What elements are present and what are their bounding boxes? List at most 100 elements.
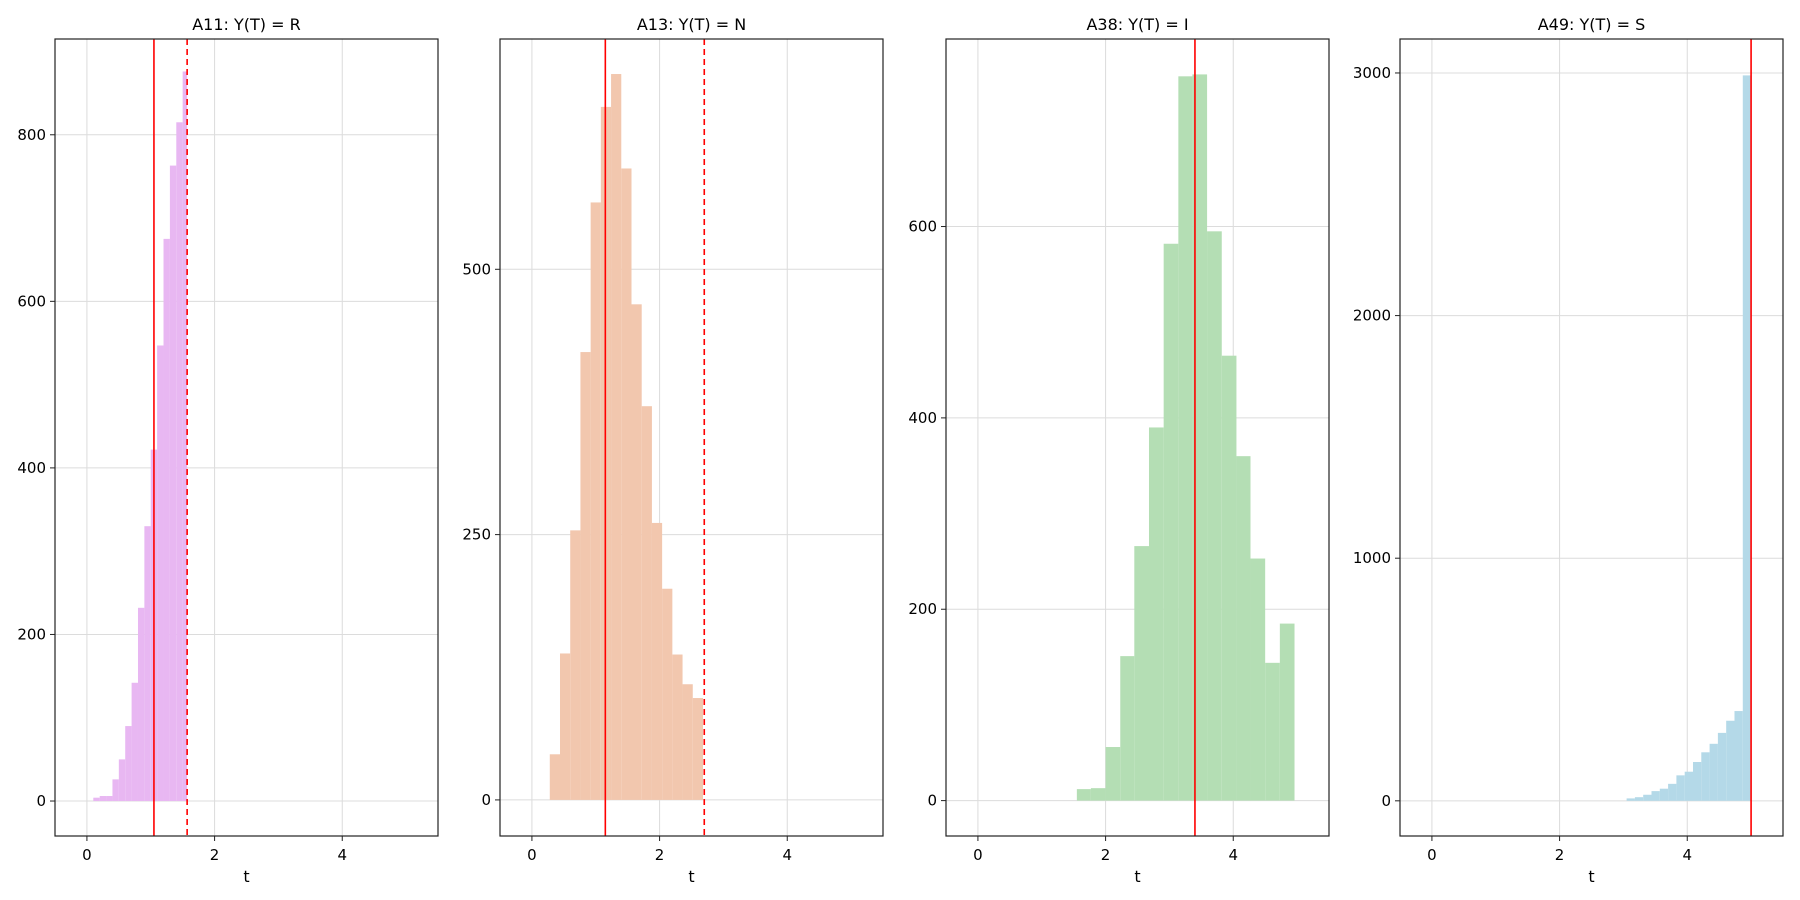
histogram-bar: [1734, 711, 1743, 801]
x-tick-label: 0: [973, 846, 983, 864]
histogram-bar: [106, 796, 113, 802]
axes-frame: [945, 38, 1330, 837]
histogram-bar: [549, 754, 561, 800]
x-tick-label: 2: [1101, 846, 1111, 864]
x-axis-label: t: [688, 867, 694, 886]
histogram-bar: [169, 165, 177, 802]
histogram-bar: [157, 345, 164, 802]
panel-2: 0 2 4 0 250 500 A13: Y(T) = N t: [462, 15, 884, 886]
histogram-bar: [1651, 791, 1660, 801]
histogram-bar: [1626, 798, 1635, 801]
histogram-bar: [137, 607, 145, 802]
y-tick-label: 600: [908, 218, 937, 236]
histogram-bar: [1236, 456, 1251, 801]
histogram-bar: [1178, 76, 1193, 801]
histogram-bar: [1709, 743, 1718, 801]
histogram-bar: [1192, 74, 1208, 801]
histogram-bar: [1742, 75, 1752, 801]
histogram-bar: [590, 202, 601, 800]
x-tick-label: 4: [782, 846, 792, 864]
histogram-bar: [1717, 732, 1727, 801]
histogram-bar: [1221, 355, 1237, 801]
x-axis-label: t: [1588, 867, 1594, 886]
axes-frame: [54, 38, 439, 837]
histogram-bar: [1643, 794, 1652, 801]
y-tick-label: 250: [462, 526, 491, 544]
panel-4: 0 2 4 0 1000 2000 3000 A49: Y(T) = S t: [1353, 15, 1784, 886]
y-tick-label: 2000: [1353, 307, 1391, 325]
histogram-bar: [1726, 720, 1735, 801]
axes-frame: [1399, 38, 1784, 837]
y-tick-label: 200: [17, 625, 46, 643]
y-tick-label: 800: [17, 126, 46, 144]
histogram-bar: [1279, 623, 1295, 801]
histogram-bar: [125, 726, 132, 802]
histogram-bar: [144, 526, 151, 802]
histogram-bar: [641, 406, 652, 800]
histogram-bar: [1163, 243, 1179, 801]
histogram-bar: [1120, 656, 1135, 801]
histogram-bar: [631, 304, 642, 800]
histogram-bar: [1701, 752, 1710, 801]
panel-title: A13: Y(T) = N: [637, 15, 746, 34]
axes-frame: [499, 38, 884, 837]
histogram-bar: [1134, 546, 1149, 801]
histogram-bar: [1684, 771, 1693, 801]
y-tick-label: 3000: [1353, 64, 1391, 82]
histogram-bar: [1076, 789, 1091, 801]
panel-title: A49: Y(T) = S: [1538, 15, 1646, 34]
histogram-bar: [1090, 788, 1106, 801]
y-tick-label: 0: [36, 792, 46, 810]
histogram-bar: [682, 684, 693, 800]
x-tick-label: 0: [1427, 846, 1437, 864]
histogram-bar: [570, 530, 581, 800]
histogram-bar: [611, 74, 622, 800]
panel-title: A38: Y(T) = I: [1086, 15, 1188, 34]
histogram-bar: [99, 796, 107, 802]
x-tick-label: 2: [1555, 846, 1565, 864]
histogram-bar: [1692, 762, 1702, 801]
x-axis-label: t: [243, 867, 249, 886]
x-tick-label: 2: [210, 846, 220, 864]
y-tick-label: 400: [908, 409, 937, 427]
histogram-bar: [560, 653, 571, 800]
x-tick-label: 4: [337, 846, 347, 864]
panel-title: A11: Y(T) = R: [192, 15, 301, 34]
x-axis-label: t: [1134, 867, 1140, 886]
y-tick-label: 400: [17, 459, 46, 477]
x-tick-label: 0: [527, 846, 537, 864]
histogram-bar: [692, 698, 703, 800]
y-tick-label: 0: [927, 792, 937, 810]
histogram-bar: [580, 352, 591, 800]
panel-3: 0 2 4 0 200 400 600 A38: Y(T) = I t: [908, 15, 1330, 886]
histogram-bar: [1634, 797, 1644, 801]
histogram-bar: [662, 588, 673, 800]
x-tick-label: 0: [82, 846, 92, 864]
y-tick-label: 0: [1381, 792, 1391, 810]
histogram-bar: [112, 779, 119, 802]
histogram-bar: [1676, 775, 1685, 801]
histogram-bar: [93, 797, 100, 802]
x-tick-label: 2: [655, 846, 665, 864]
histogram-bar: [1668, 783, 1677, 801]
histogram-bar: [1207, 231, 1222, 801]
histogram-bar: [672, 654, 683, 800]
histogram-bar: [1250, 558, 1266, 801]
histogram-bar: [621, 168, 632, 800]
histogram-bar: [176, 122, 183, 802]
y-tick-label: 1000: [1353, 549, 1391, 567]
x-tick-label: 4: [1682, 846, 1692, 864]
histogram-bar: [1148, 427, 1164, 801]
histogram-bar: [1105, 747, 1121, 801]
panel-1: 0 2 4 0 200 400 600 800 A11: Y(T) = R t: [17, 15, 439, 886]
histogram-bar: [651, 522, 663, 800]
y-tick-label: 500: [462, 260, 491, 278]
y-tick-label: 0: [481, 791, 491, 809]
histogram-bar: [182, 71, 188, 802]
histogram-bar: [163, 238, 170, 802]
histogram-bar: [1659, 788, 1669, 801]
x-tick-label: 4: [1228, 846, 1238, 864]
histogram-bar: [1265, 662, 1280, 801]
y-tick-label: 200: [908, 600, 937, 618]
